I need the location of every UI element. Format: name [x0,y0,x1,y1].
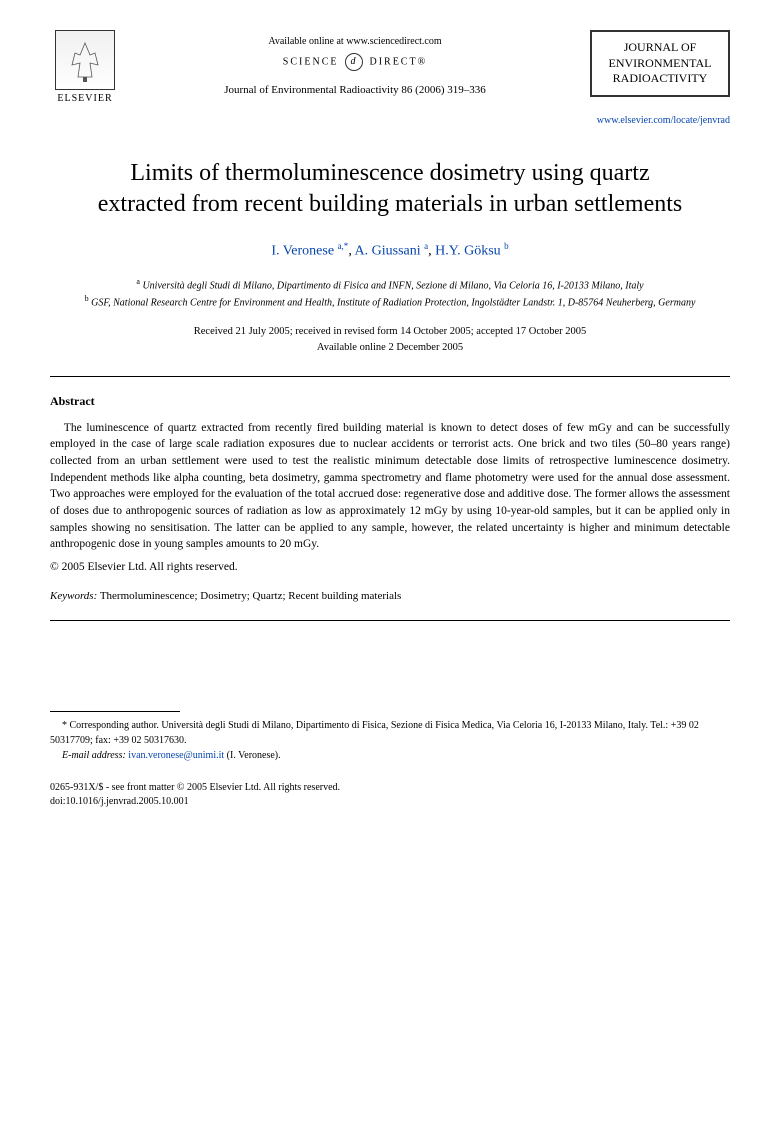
email-link[interactable]: ivan.veronese@unimi.it [128,750,224,761]
aff-b-sup: b [85,294,89,303]
elsevier-tree-icon [55,30,115,90]
sd-left: SCIENCE [283,56,339,67]
keywords: Keywords: Thermoluminescence; Dosimetry;… [50,589,730,604]
author-3[interactable]: H.Y. Göksu [435,244,500,259]
footnote-rule [50,711,180,712]
journal-url[interactable]: www.elsevier.com/locate/jenvrad [50,114,730,128]
center-header: Available online at www.sciencedirect.co… [120,30,590,98]
rule-bottom [50,620,730,621]
affiliations: a Università degli Studi di Milano, Dipa… [80,276,700,311]
journal-box-line1: JOURNAL OF [598,40,722,56]
journal-box-wrapper: JOURNAL OF ENVIRONMENTAL RADIOACTIVITY [590,30,730,97]
abstract-heading: Abstract [50,393,730,410]
corresponding-author: * Corresponding author. Università degli… [50,718,730,748]
citation-line: Journal of Environmental Radioactivity 8… [120,83,590,98]
abstract-copyright: © 2005 Elsevier Ltd. All rights reserved… [50,559,730,575]
aff-a-sup: a [136,277,140,286]
header-row: ELSEVIER Available online at www.science… [50,30,730,106]
science-direct-logo: SCIENCE d DIRECT® [120,53,590,71]
available-online-text: Available online at www.sciencedirect.co… [120,35,590,49]
footnotes: * Corresponding author. Università degli… [50,718,730,763]
dates-line1: Received 21 July 2005; received in revis… [50,324,730,340]
journal-box-line2: ENVIRONMENTAL [598,56,722,72]
sd-right: DIRECT® [369,56,427,67]
rule-top [50,376,730,377]
author-2-sup: a [424,241,428,251]
elsevier-logo: ELSEVIER [50,30,120,106]
email-label: E-mail address: [62,750,126,761]
aff-a-text: Università degli Studi di Milano, Dipart… [142,280,643,291]
aff-b-text: GSF, National Research Centre for Enviro… [91,297,695,308]
elsevier-label: ELSEVIER [50,92,120,106]
keywords-text: Thermoluminescence; Dosimetry; Quartz; R… [97,590,401,602]
journal-box-line3: RADIOACTIVITY [598,71,722,87]
article-dates: Received 21 July 2005; received in revis… [50,324,730,356]
author-3-sup: b [504,241,509,251]
keywords-label: Keywords: [50,590,97,602]
journal-box: JOURNAL OF ENVIRONMENTAL RADIOACTIVITY [590,30,730,97]
author-2[interactable]: A. Giussani [355,244,421,259]
footer-line1: 0265-931X/$ - see front matter © 2005 El… [50,781,730,795]
dates-line2: Available online 2 December 2005 [50,340,730,356]
email-line: E-mail address: ivan.veronese@unimi.it (… [50,748,730,763]
sd-d-icon: d [345,53,363,71]
journal-url-text[interactable]: www.elsevier.com/locate/jenvrad [597,115,730,126]
author-1-sup: a,* [338,241,349,251]
abstract-body: The luminescence of quartz extracted fro… [50,420,730,553]
footer: 0265-931X/$ - see front matter © 2005 El… [50,781,730,809]
author-1[interactable]: I. Veronese [271,244,334,259]
authors: I. Veronese a,*, A. Giussani a, H.Y. Gök… [50,240,730,261]
footer-line2: doi:10.1016/j.jenvrad.2005.10.001 [50,795,730,809]
email-attrib: (I. Veronese). [224,750,280,761]
article-title: Limits of thermoluminescence dosimetry u… [90,158,690,220]
